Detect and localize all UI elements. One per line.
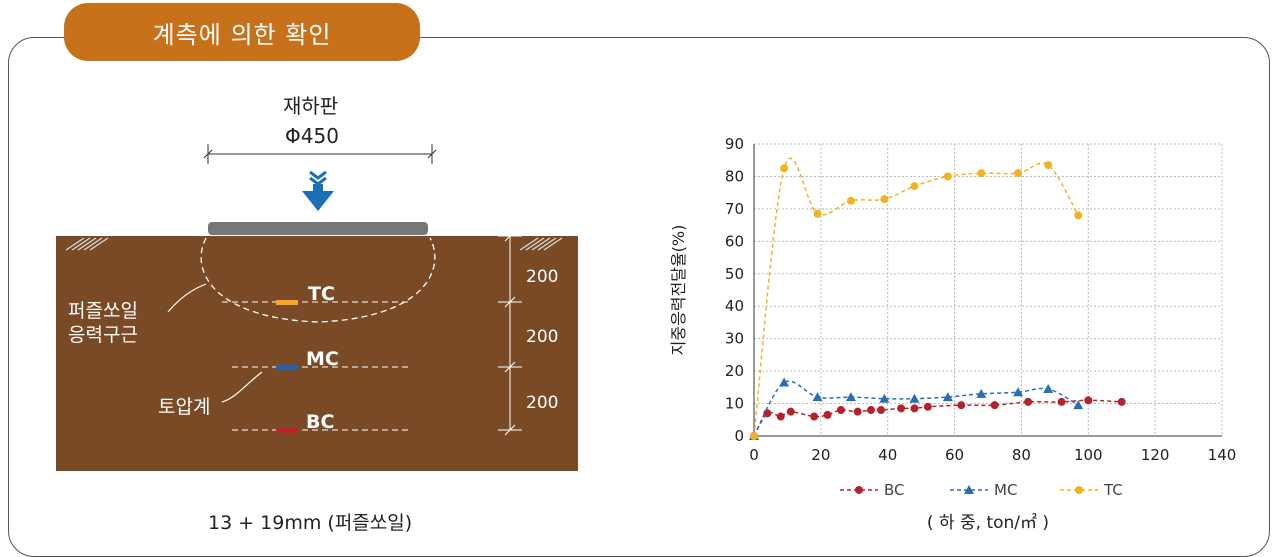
- point-bc: [1024, 397, 1033, 406]
- depth-label-3: 200: [526, 393, 559, 413]
- point-mc: [1013, 387, 1024, 397]
- zone-label-line2: 응력구근: [68, 324, 138, 346]
- soil-diagram: [56, 144, 578, 471]
- point-bc: [867, 406, 875, 415]
- ground-hatch-left: [65, 237, 109, 251]
- point-bc: [1084, 396, 1093, 405]
- x-tick-label: 80: [1012, 446, 1031, 464]
- gauge-tc: [276, 300, 298, 305]
- point-bc: [1057, 397, 1066, 406]
- point-tc: [1075, 486, 1083, 494]
- x-axis-label: ( 하 중, ton/㎡ ): [927, 513, 1049, 533]
- point-tc: [813, 209, 822, 218]
- point-tc: [977, 169, 986, 178]
- point-bc: [853, 407, 862, 416]
- point-mc: [942, 392, 953, 402]
- y-tick-label: 90: [725, 135, 744, 153]
- point-bc: [1117, 397, 1126, 406]
- point-mc: [976, 388, 987, 398]
- section-title: 계측에 의한 확인: [64, 3, 420, 61]
- point-bc: [855, 486, 863, 494]
- point-tc: [750, 432, 758, 440]
- legend-label-tc: TC: [1103, 481, 1123, 499]
- point-tc: [880, 195, 889, 204]
- point-tc: [780, 164, 789, 173]
- gauge-type-label: 토압계: [158, 396, 211, 418]
- loading-plate: [208, 222, 428, 235]
- y-tick-label: 80: [725, 167, 744, 185]
- point-tc: [1044, 161, 1053, 170]
- soil-block: [56, 236, 578, 471]
- y-tick-label: 50: [725, 265, 744, 283]
- gauge-label-mc: MC: [306, 348, 339, 370]
- point-bc: [776, 412, 785, 421]
- point-bc: [786, 407, 795, 416]
- point-mc: [964, 485, 974, 494]
- gauge-label-bc: BC: [306, 411, 335, 433]
- zone-label-line1: 퍼즐쏘일: [68, 300, 138, 322]
- point-bc: [990, 401, 999, 410]
- point-mc: [879, 393, 890, 403]
- y-axis-label: 지중응력전달율(%): [669, 225, 688, 356]
- point-tc: [943, 172, 952, 181]
- point-bc: [897, 404, 906, 413]
- point-tc: [1014, 169, 1023, 178]
- point-bc: [877, 406, 886, 415]
- x-tick-label: 0: [749, 446, 759, 464]
- gauge-label-tc: TC: [308, 283, 335, 305]
- point-bc: [910, 404, 919, 413]
- x-tick-label: 140: [1208, 446, 1237, 464]
- x-tick-label: 120: [1141, 446, 1170, 464]
- point-tc: [1074, 211, 1083, 220]
- ground-hatch-right: [519, 237, 563, 251]
- legend-label-mc: MC: [994, 481, 1017, 499]
- y-tick-label: 10: [725, 395, 744, 413]
- point-tc: [846, 196, 855, 205]
- x-tick-label: 20: [811, 446, 830, 464]
- y-tick-label: 70: [725, 200, 744, 218]
- point-mc: [812, 392, 823, 402]
- point-bc: [957, 401, 966, 410]
- point-mc: [1073, 400, 1084, 410]
- y-tick-label: 0: [734, 427, 744, 445]
- point-bc: [823, 410, 832, 419]
- depth-label-1: 200: [526, 267, 559, 287]
- stress-bulb: [200, 237, 436, 323]
- x-tick-label: 100: [1074, 446, 1103, 464]
- depth-dimension: [498, 230, 522, 436]
- x-tick-label: 40: [878, 446, 897, 464]
- legend-label-bc: BC: [884, 481, 905, 499]
- gauge-mc: [276, 365, 298, 370]
- x-tick-label: 60: [945, 446, 964, 464]
- point-bc: [836, 406, 845, 415]
- point-mc: [909, 393, 920, 403]
- series-line-tc: [753, 157, 1079, 437]
- point-tc: [910, 182, 919, 191]
- plate-label: 재하판: [283, 94, 339, 118]
- point-bc: [923, 402, 932, 411]
- diagram-caption: 13 + 19mm (퍼즐쏘일): [208, 512, 413, 534]
- point-bc: [763, 409, 772, 418]
- series-line-bc: [753, 399, 1122, 437]
- point-mc: [1043, 383, 1054, 393]
- plate-dimension: Φ450: [285, 124, 339, 148]
- y-tick-label: 40: [725, 297, 744, 315]
- point-bc: [810, 412, 819, 421]
- point-mc: [845, 392, 856, 402]
- y-tick-label: 60: [725, 232, 744, 250]
- y-tick-label: 30: [725, 330, 744, 348]
- gauge-bc: [276, 428, 298, 433]
- stress-chart: 0 20 40 60 80 100 120 140 0 10 20 30 40 50 60 70 80 90 지중응…: [669, 135, 1237, 533]
- load-arrow-icon: [302, 170, 334, 211]
- y-tick-label: 20: [725, 362, 744, 380]
- depth-label-2: 200: [526, 327, 559, 347]
- point-mc: [779, 377, 790, 387]
